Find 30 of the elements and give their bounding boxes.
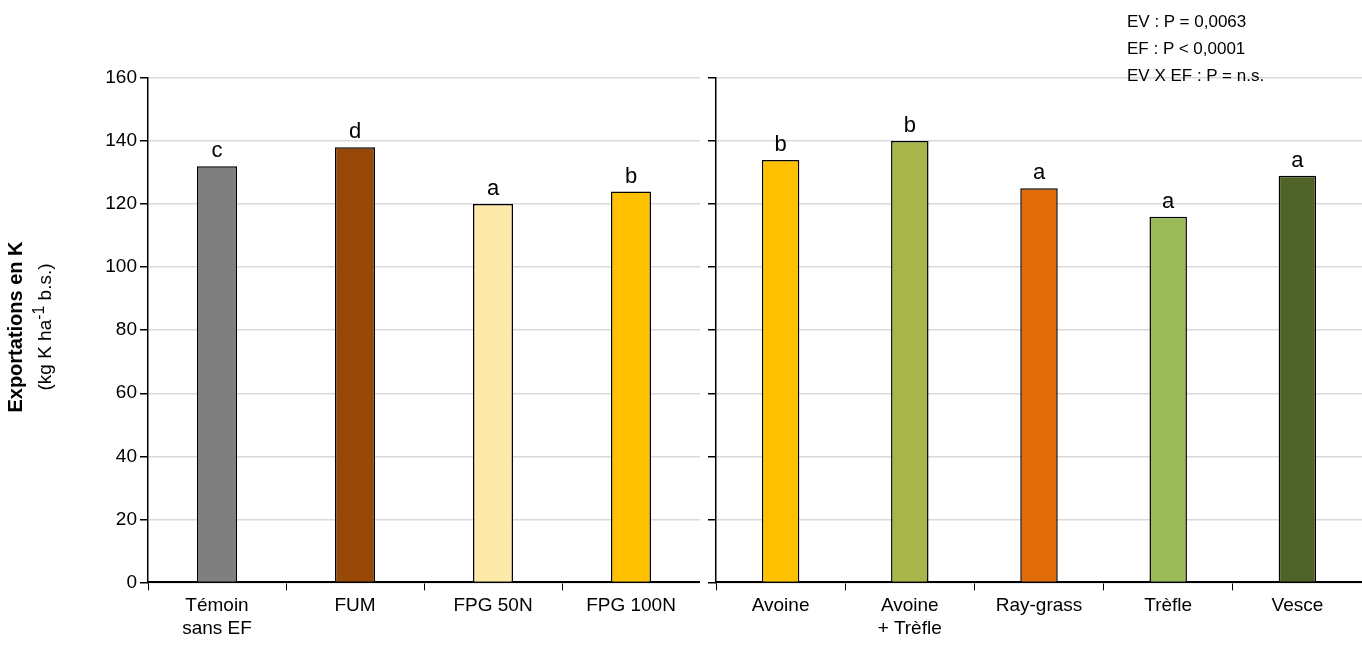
text: EF : P < 0,0001 — [1127, 38, 1247, 60]
data-label: b — [774, 131, 787, 157]
x-tick-label: Avoine + Trèfle — [877, 594, 942, 638]
x-tick-label: Ray-grass — [995, 594, 1083, 616]
y-tick-label: 160 — [105, 66, 137, 88]
annotation: EV X EF : P = n.s. — [1127, 65, 1265, 87]
text: EV : P = 0,0063 — [1127, 11, 1248, 33]
data-label: a — [1291, 146, 1305, 172]
x-tick-label: FPG 100N — [586, 594, 676, 616]
x-tick-label: Avoine — [751, 594, 810, 616]
data-label: d — [348, 118, 362, 144]
data-label: b — [903, 112, 916, 138]
x-tick-label: FPG 50N — [453, 594, 533, 616]
data-label: a — [1162, 187, 1176, 213]
y-tick-label: 140 — [105, 129, 137, 151]
y-tick-label: 40 — [115, 444, 137, 466]
data-label: b — [624, 162, 638, 188]
y-tick-label: 0 — [126, 570, 137, 592]
y-tick-label: 60 — [115, 381, 137, 403]
x-tick-label: Témoin sans EF — [182, 594, 252, 638]
x-tick-label: Trèfle — [1144, 594, 1193, 616]
data-label: c — [211, 137, 223, 163]
x-tick-label: Vesce — [1271, 594, 1324, 616]
data-label: a — [1032, 159, 1046, 185]
y-tick-label: 20 — [115, 507, 137, 529]
y-tick-label: 120 — [105, 192, 137, 214]
x-tick-label: FUM — [334, 594, 376, 616]
y-tick-label: 100 — [105, 255, 137, 277]
y-tick-label: 80 — [115, 318, 137, 340]
data-label: a — [486, 175, 500, 201]
